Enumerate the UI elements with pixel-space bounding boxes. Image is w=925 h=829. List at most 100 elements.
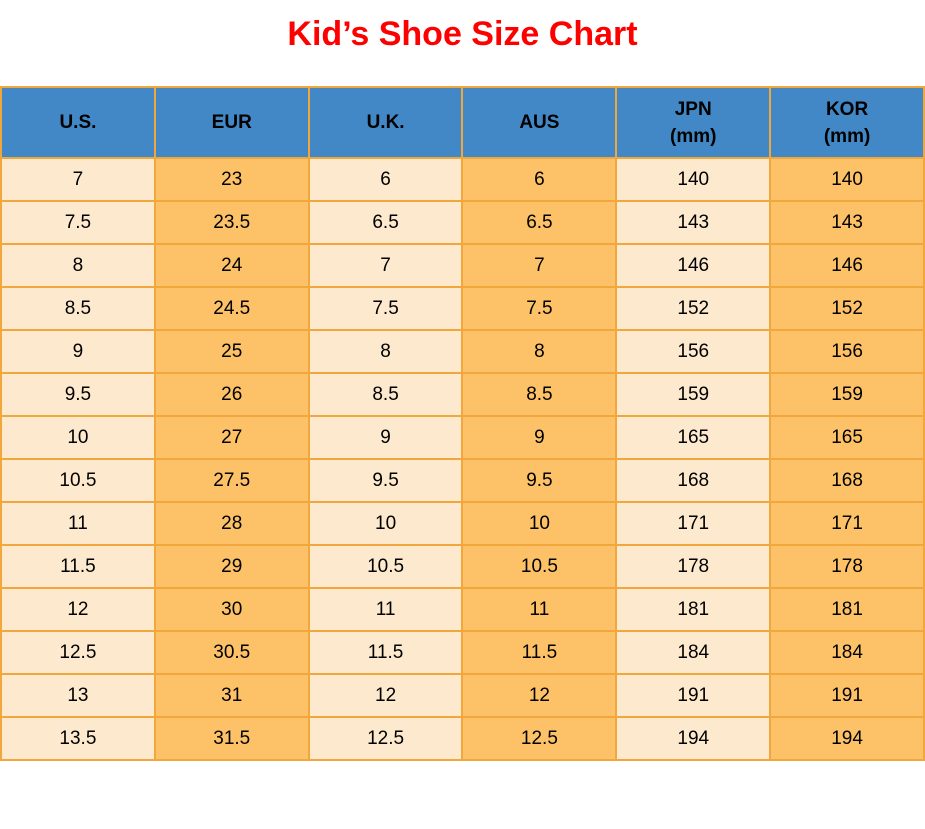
table-cell: 8 [307, 329, 464, 374]
table-cell: 29 [153, 544, 310, 589]
table-cell: 194 [615, 716, 772, 761]
table-cell: 159 [769, 372, 925, 417]
column-sublabel: (mm) [670, 125, 717, 147]
table-cell: 152 [769, 286, 925, 331]
table-row: 10 27 9 9 165 165 [0, 415, 925, 460]
table-row: 7 23 6 6 140 140 [0, 157, 925, 202]
table-cell: 6.5 [461, 200, 618, 245]
table-cell: 7.5 [307, 286, 464, 331]
table-cell: 178 [615, 544, 772, 589]
table-cell: 24.5 [153, 286, 310, 331]
table-cell: 156 [769, 329, 925, 374]
table-cell: 31 [153, 673, 310, 718]
table-cell: 12.5 [0, 630, 156, 675]
column-header-kor: KOR (mm) [769, 86, 925, 159]
table-cell: 24 [153, 243, 310, 288]
column-header-eur: EUR [153, 86, 310, 159]
table-cell: 11.5 [307, 630, 464, 675]
table-cell: 168 [769, 458, 925, 503]
column-label: KOR [825, 98, 869, 120]
table-cell: 171 [615, 501, 772, 546]
table-cell: 11.5 [0, 544, 156, 589]
table-cell: 159 [615, 372, 772, 417]
table-cell: 165 [615, 415, 772, 460]
table-cell: 10 [307, 501, 464, 546]
page: Kid’s Shoe Size Chart U.S. EUR U.K. AUS JPN (… [0, 14, 925, 761]
table-cell: 9.5 [0, 372, 156, 417]
table-cell: 146 [615, 243, 772, 288]
table-cell: 6.5 [307, 200, 464, 245]
table-header: U.S. EUR U.K. AUS JPN (mm) KOR (mm) [0, 86, 925, 159]
table-cell: 11 [307, 587, 464, 632]
table-cell: 9.5 [307, 458, 464, 503]
table-cell: 27 [153, 415, 310, 460]
table-cell: 13.5 [0, 716, 156, 761]
table-row: 12 30 11 11 181 181 [0, 587, 925, 632]
table-cell: 26 [153, 372, 310, 417]
column-label: U.K. [366, 112, 405, 133]
table-cell: 11 [0, 501, 156, 546]
table-cell: 143 [769, 200, 925, 245]
table-cell: 8.5 [0, 286, 156, 331]
table-cell: 6 [461, 157, 618, 202]
table-cell: 184 [615, 630, 772, 675]
table-cell: 146 [769, 243, 925, 288]
table-cell: 27.5 [153, 458, 310, 503]
table-cell: 171 [769, 501, 925, 546]
table-cell: 8 [461, 329, 618, 374]
table-row: 10.5 27.5 9.5 9.5 168 168 [0, 458, 925, 503]
column-header-uk: U.K. [307, 86, 464, 159]
column-header-jpn: JPN (mm) [615, 86, 772, 159]
table-cell: 156 [615, 329, 772, 374]
column-label: JPN [674, 98, 712, 120]
table-cell: 9 [307, 415, 464, 460]
table-cell: 10.5 [461, 544, 618, 589]
table-cell: 165 [769, 415, 925, 460]
table-row: 7.5 23.5 6.5 6.5 143 143 [0, 200, 925, 245]
table-cell: 8.5 [461, 372, 618, 417]
table-row: 11.5 29 10.5 10.5 178 178 [0, 544, 925, 589]
shoe-size-table: U.S. EUR U.K. AUS JPN (mm) KOR (mm) 7 23 6 6 140 140… [0, 86, 925, 761]
table-cell: 9.5 [461, 458, 618, 503]
table-row: 8 24 7 7 146 146 [0, 243, 925, 288]
column-label: EUR [211, 112, 252, 133]
table-body: 7 23 6 6 140 140 7.5 23.5 6.5 6.5 143 143 8 24 7 7 146 14… [0, 157, 925, 761]
table-row: 12.5 30.5 11.5 11.5 184 184 [0, 630, 925, 675]
table-cell: 7 [461, 243, 618, 288]
table-cell: 168 [615, 458, 772, 503]
table-cell: 10 [461, 501, 618, 546]
table-row: 8.5 24.5 7.5 7.5 152 152 [0, 286, 925, 331]
column-label: U.S. [59, 112, 97, 133]
table-cell: 12 [307, 673, 464, 718]
table-cell: 191 [769, 673, 925, 718]
table-cell: 191 [615, 673, 772, 718]
table-cell: 12 [461, 673, 618, 718]
table-cell: 11.5 [461, 630, 618, 675]
table-cell: 11 [461, 587, 618, 632]
table-row: 9.5 26 8.5 8.5 159 159 [0, 372, 925, 417]
table-cell: 181 [769, 587, 925, 632]
table-cell: 10.5 [307, 544, 464, 589]
column-header-us: U.S. [0, 86, 156, 159]
table-cell: 184 [769, 630, 925, 675]
table-cell: 8.5 [307, 372, 464, 417]
page-title: Kid’s Shoe Size Chart [287, 15, 638, 53]
table-row: 9 25 8 8 156 156 [0, 329, 925, 374]
table-cell: 178 [769, 544, 925, 589]
table-cell: 30.5 [153, 630, 310, 675]
table-cell: 10 [0, 415, 156, 460]
table-cell: 6 [307, 157, 464, 202]
header-row: U.S. EUR U.K. AUS JPN (mm) KOR (mm) [0, 86, 925, 159]
table-cell: 28 [153, 501, 310, 546]
table-cell: 8 [0, 243, 156, 288]
column-label: AUS [519, 112, 560, 133]
table-cell: 181 [615, 587, 772, 632]
table-cell: 12 [0, 587, 156, 632]
table-cell: 12.5 [307, 716, 464, 761]
table-cell: 140 [769, 157, 925, 202]
table-cell: 152 [615, 286, 772, 331]
table-cell: 10.5 [0, 458, 156, 503]
table-cell: 9 [0, 329, 156, 374]
table-cell: 7.5 [461, 286, 618, 331]
table-cell: 25 [153, 329, 310, 374]
